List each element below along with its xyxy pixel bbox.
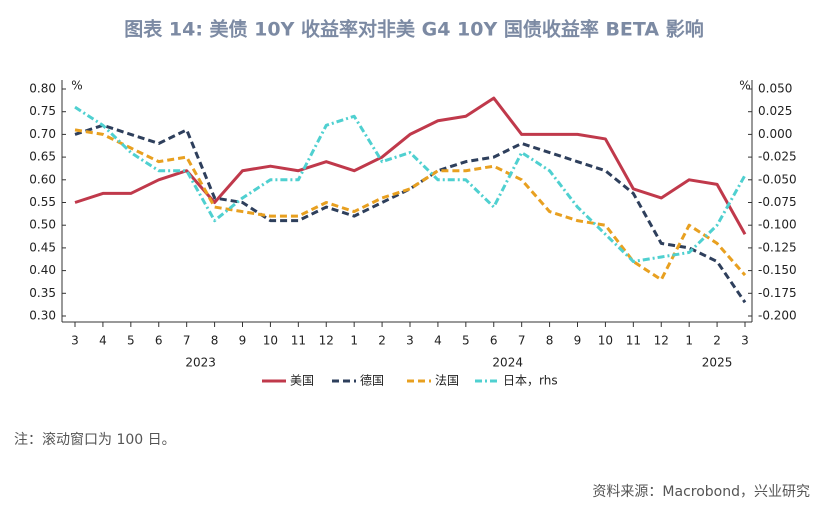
year-label: 2024 (492, 356, 523, 370)
legend-label: 法国 (435, 374, 459, 388)
x-tick-label: 1 (685, 334, 693, 348)
x-tick-label: 11 (626, 334, 641, 348)
y-tick-label: 0.50 (29, 218, 56, 232)
y-tick-label: 0.60 (29, 172, 56, 186)
x-tick-label: 3 (741, 334, 749, 348)
x-tick-label: 7 (183, 334, 191, 348)
x-tick-label: 1 (350, 334, 358, 348)
series-line (74, 123, 747, 304)
y2-tick-label: 0.000 (758, 127, 792, 141)
y-tick-label: 0.75 (29, 104, 56, 118)
y-tick-label: 0.65 (29, 150, 56, 164)
y-tick-label: 0.35 (29, 286, 56, 300)
y-tick-label: 0.30 (29, 309, 56, 323)
y-tick-label: 0.80 (29, 82, 56, 96)
y2-tick-label: -0.075 (758, 195, 797, 209)
y-tick-label: 0.40 (29, 263, 56, 277)
source: 资料来源：Macrobond，兴业研究 (592, 484, 810, 500)
x-tick-label: 12 (319, 334, 334, 348)
x-tick-label: 5 (127, 334, 135, 348)
x-tick-label: 5 (462, 334, 470, 348)
x-tick-label: 3 (406, 334, 414, 348)
y2-tick-label: -0.125 (758, 240, 797, 254)
x-tick-label: 6 (490, 334, 498, 348)
x-tick-label: 9 (239, 334, 247, 348)
x-tick-label: 11 (291, 334, 306, 348)
x-tick-label: 2 (713, 334, 721, 348)
y2-tick-label: -0.050 (758, 172, 797, 186)
series-line (74, 105, 747, 264)
x-tick-label: 6 (155, 334, 163, 348)
y2-tick-label: -0.025 (758, 150, 797, 164)
y-tick-label: 0.55 (29, 195, 56, 209)
y2-tick-label: 0.050 (758, 82, 792, 96)
year-label: 2025 (702, 356, 733, 370)
y-tick-label: 0.45 (29, 240, 56, 254)
x-tick-label: 9 (574, 334, 582, 348)
y2-tick-label: -0.100 (758, 218, 797, 232)
y2-unit: % (739, 79, 750, 93)
y2-tick-label: -0.150 (758, 263, 797, 277)
note: 注：滚动窗口为 100 日。 (14, 431, 176, 448)
x-tick-label: 2 (378, 334, 386, 348)
y2-tick-label: 0.025 (758, 104, 792, 118)
y2-tick-label: -0.200 (758, 309, 797, 323)
y-tick-label: 0.70 (29, 127, 56, 141)
x-tick-label: 4 (434, 334, 442, 348)
series-line (74, 96, 747, 236)
x-tick-label: 8 (211, 334, 219, 348)
y2-tick-label: -0.175 (758, 286, 797, 300)
legend-label: 德国 (360, 373, 384, 388)
legend-label: 美国 (290, 374, 314, 388)
x-tick-label: 10 (598, 334, 613, 348)
y-unit: % (71, 79, 82, 93)
x-tick-label: 7 (518, 334, 526, 348)
chart-title: 图表 14: 美债 10Y 收益率对非美 G4 10Y 国债收益率 BETA 影… (124, 18, 703, 41)
x-tick-label: 4 (99, 334, 107, 348)
legend-label: 日本，rhs (503, 374, 558, 388)
x-tick-label: 10 (263, 334, 278, 348)
x-tick-label: 3 (71, 334, 79, 348)
x-tick-label: 8 (546, 334, 554, 348)
year-label: 2023 (185, 356, 216, 370)
x-tick-label: 12 (654, 334, 669, 348)
